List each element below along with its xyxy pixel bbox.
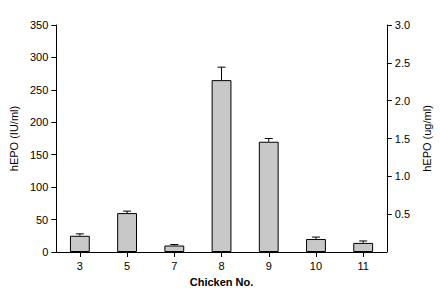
svg-text:10: 10 [310,260,322,272]
svg-text:9: 9 [266,260,272,272]
svg-text:5: 5 [124,260,130,272]
svg-text:50: 50 [36,214,48,226]
svg-text:Chicken No.: Chicken No. [190,276,254,288]
svg-text:11: 11 [357,260,368,272]
svg-text:350: 350 [30,19,48,31]
svg-text:0: 0 [42,246,48,258]
svg-text:2.5: 2.5 [395,57,410,69]
svg-text:0.5: 0.5 [395,208,410,220]
svg-text:7: 7 [171,260,177,272]
svg-text:200: 200 [30,116,48,128]
svg-text:hEPO (IU/ml): hEPO (IU/ml) [8,106,20,171]
svg-text:2.0: 2.0 [395,95,410,107]
svg-text:8: 8 [218,260,224,272]
svg-text:300: 300 [30,51,48,63]
svg-text:3: 3 [77,260,83,272]
svg-text:100: 100 [30,181,48,193]
svg-text:1.0: 1.0 [395,170,410,182]
svg-text:hEPO (ug/ml): hEPO (ug/ml) [421,105,433,172]
svg-text:250: 250 [30,84,48,96]
svg-text:1.5: 1.5 [395,133,410,145]
svg-text:150: 150 [30,149,48,161]
svg-text:3.0: 3.0 [395,19,410,31]
